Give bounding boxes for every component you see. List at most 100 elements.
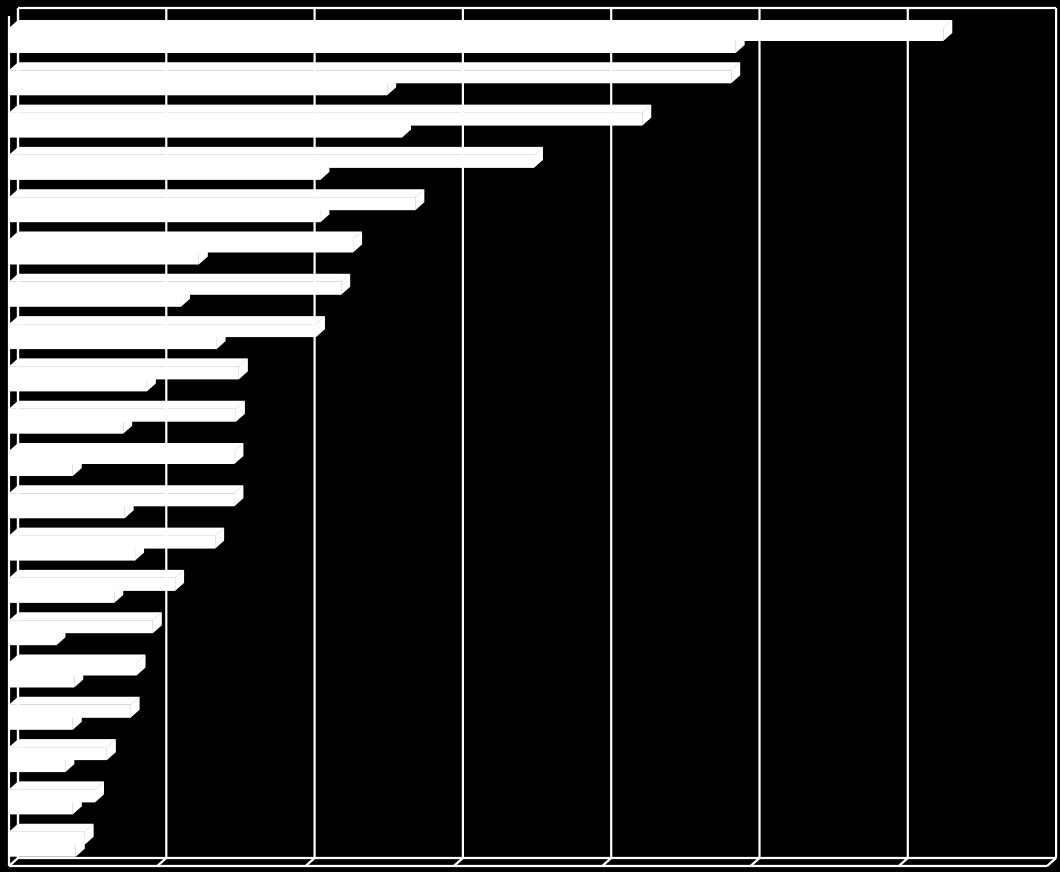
bar-series2-6-cap xyxy=(198,243,208,265)
bar-series2-6-front xyxy=(9,251,199,265)
bar-series1-1-top xyxy=(9,20,953,28)
bar-series2-4-front xyxy=(9,166,321,180)
bar-series2-9-front xyxy=(9,378,147,392)
bar-group-16 xyxy=(9,654,146,688)
bar-series2-11-front xyxy=(9,463,73,476)
bar-series1-10-cap xyxy=(235,400,245,422)
bar-series2-8 xyxy=(9,328,226,350)
bar-series1-3-cap xyxy=(642,104,652,126)
bar-series2-5-cap xyxy=(320,201,330,223)
grid-floor-tick-0 xyxy=(8,857,19,867)
bar-series1-19-cap xyxy=(95,781,105,803)
bar-series2-20 xyxy=(9,835,85,857)
bar-series2-10-cap xyxy=(123,412,133,434)
bar-series2-20-cap xyxy=(75,835,85,857)
bar-series1-3-top xyxy=(9,104,652,113)
bar-series2-13-front xyxy=(9,547,136,561)
bar-group-5 xyxy=(9,189,425,223)
bar-series2-9-cap xyxy=(146,370,156,392)
bar-series2-5 xyxy=(9,201,330,223)
bar-series1-16-cap xyxy=(136,654,146,676)
bar-series2-7-top xyxy=(9,285,191,294)
grid-floor-tick-1 xyxy=(156,857,168,867)
bar-series1-12-top xyxy=(9,485,244,494)
bar-group-19 xyxy=(9,781,105,815)
bar-series2-1 xyxy=(9,32,745,53)
bar-series2-14-top xyxy=(9,581,124,590)
bar-series2-18-top xyxy=(9,751,75,760)
bar-series1-13-top xyxy=(9,527,225,536)
bar-series2-3-front xyxy=(9,124,402,138)
bar-series2-8-top xyxy=(9,328,226,337)
bar-series2-18-front xyxy=(9,759,66,773)
bar-series1-2-cap xyxy=(731,62,741,84)
bar-series1-15-top xyxy=(9,612,162,621)
bar-series2-19-front xyxy=(9,801,73,815)
grid-floor-tick-7 xyxy=(1046,857,1057,867)
bar-series1-10-top xyxy=(9,400,245,409)
bar-series1-20-cap xyxy=(84,823,94,845)
bar-series1-2-top xyxy=(9,62,741,71)
bar-series2-18 xyxy=(9,751,75,773)
bars-layer xyxy=(9,20,953,857)
bar-series1-7-cap xyxy=(341,273,351,295)
bar-series2-10-top xyxy=(9,412,133,421)
bar-series2-9 xyxy=(9,370,156,392)
bar-series1-20-top xyxy=(9,823,94,832)
bar-series1-5-top xyxy=(9,189,425,198)
bar-series2-13 xyxy=(9,539,145,561)
bar-series2-11 xyxy=(9,455,82,476)
bar-series2-12-top xyxy=(9,497,134,506)
bar-series2-2 xyxy=(9,74,397,96)
bar-series2-3-top xyxy=(9,116,411,125)
bar-series2-9-top xyxy=(9,370,156,379)
bar-series1-11-cap xyxy=(234,443,244,464)
bar-group-8 xyxy=(9,316,325,350)
bar-series2-19-cap xyxy=(72,793,82,815)
bar-group-20 xyxy=(9,823,94,857)
bar-series1-14-cap xyxy=(175,569,185,591)
grid-floor-tick-6 xyxy=(898,857,909,867)
bar-series1-9-cap xyxy=(238,358,248,380)
bar-series2-7-front xyxy=(9,293,182,307)
bar-series1-18-cap xyxy=(106,739,116,761)
bar-series2-3 xyxy=(9,116,411,138)
bar-series2-12 xyxy=(9,497,134,519)
bar-group-2 xyxy=(9,62,741,96)
bar-series2-5-top xyxy=(9,201,330,210)
bar-series1-4-top xyxy=(9,146,543,155)
bar-series1-15-cap xyxy=(152,612,162,634)
bar-series2-13-top xyxy=(9,539,145,548)
bar-series1-8-top xyxy=(9,316,325,325)
grid-floor-tick-5 xyxy=(749,857,761,867)
bar-series2-17-front xyxy=(9,716,73,730)
bar-series2-17 xyxy=(9,708,82,730)
bar-series2-16 xyxy=(9,666,84,688)
bar-group-6 xyxy=(9,231,363,265)
bar-group-7 xyxy=(9,273,351,307)
bar-group-3 xyxy=(9,104,652,138)
bar-series1-8-cap xyxy=(315,316,325,338)
bar-series1-6-top xyxy=(9,231,363,240)
bar-series1-13-cap xyxy=(215,527,225,549)
bar-series2-8-front xyxy=(9,336,217,350)
bar-series1-6-cap xyxy=(353,231,363,253)
bar-series2-4-cap xyxy=(320,158,330,180)
bar-series1-17-top xyxy=(9,696,140,705)
bar-series2-19 xyxy=(9,793,82,815)
bar-series1-11-top xyxy=(9,443,244,451)
grid-floor-tick-4 xyxy=(601,857,612,867)
bar-series1-9-top xyxy=(9,358,248,367)
bar-series2-16-top xyxy=(9,666,84,675)
bar-series2-16-cap xyxy=(74,666,84,688)
bar-series2-2-cap xyxy=(387,74,397,96)
bar-series2-2-front xyxy=(9,82,388,96)
bar-series2-15 xyxy=(9,624,66,646)
bar-series2-1-cap xyxy=(735,32,745,53)
bar-series2-8-cap xyxy=(216,328,226,350)
bar-series2-13-cap xyxy=(135,539,145,561)
bar-series2-17-cap xyxy=(72,708,82,730)
bar-series2-15-top xyxy=(9,624,66,633)
